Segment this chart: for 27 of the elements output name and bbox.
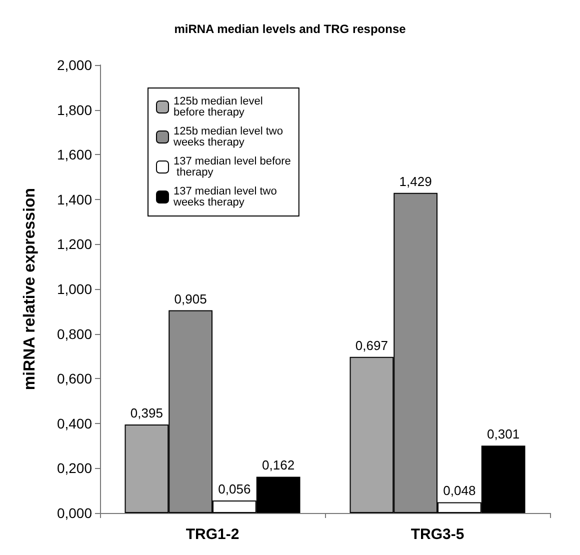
- y-tick-label: 1,200: [56, 236, 92, 252]
- y-tick-label: 0,400: [56, 415, 92, 432]
- y-tick-label: 0,600: [56, 370, 92, 387]
- data-label: 0,395: [130, 406, 163, 421]
- legend-label: 137 median level before therapy: [174, 156, 291, 178]
- y-tick-label: 1,000: [56, 281, 92, 297]
- y-axis-title: miRNA relative expression: [22, 188, 38, 390]
- legend-label: 125b median level before therapy: [174, 96, 266, 118]
- x-tick-label: TRG1-2: [186, 526, 240, 543]
- y-tick-label: 1,800: [56, 102, 92, 118]
- data-label: 0,697: [355, 338, 388, 353]
- data-label: 0,301: [487, 426, 520, 442]
- y-tick-label: 1,600: [56, 146, 92, 163]
- chart-title: miRNA median levels and TRG response: [174, 22, 406, 36]
- data-label: 0,905: [174, 291, 207, 306]
- y-tick-label: 0,800: [56, 326, 92, 342]
- data-label: 0,048: [443, 483, 476, 498]
- data-label: 0,056: [218, 481, 251, 496]
- data-label: 1,429: [399, 174, 432, 189]
- y-tick-label: 1,400: [56, 191, 92, 208]
- y-tick-label: 0,200: [56, 460, 92, 476]
- y-tick-label: 0,000: [56, 505, 92, 521]
- data-label: 0,162: [262, 458, 295, 473]
- legend-label: 125b median level two weeks therapy: [172, 126, 286, 148]
- legend-label: 137 median level two weeks therapy: [172, 186, 280, 208]
- x-tick-label: TRG3-5: [410, 526, 464, 543]
- y-tick-label: 2,000: [56, 57, 92, 73]
